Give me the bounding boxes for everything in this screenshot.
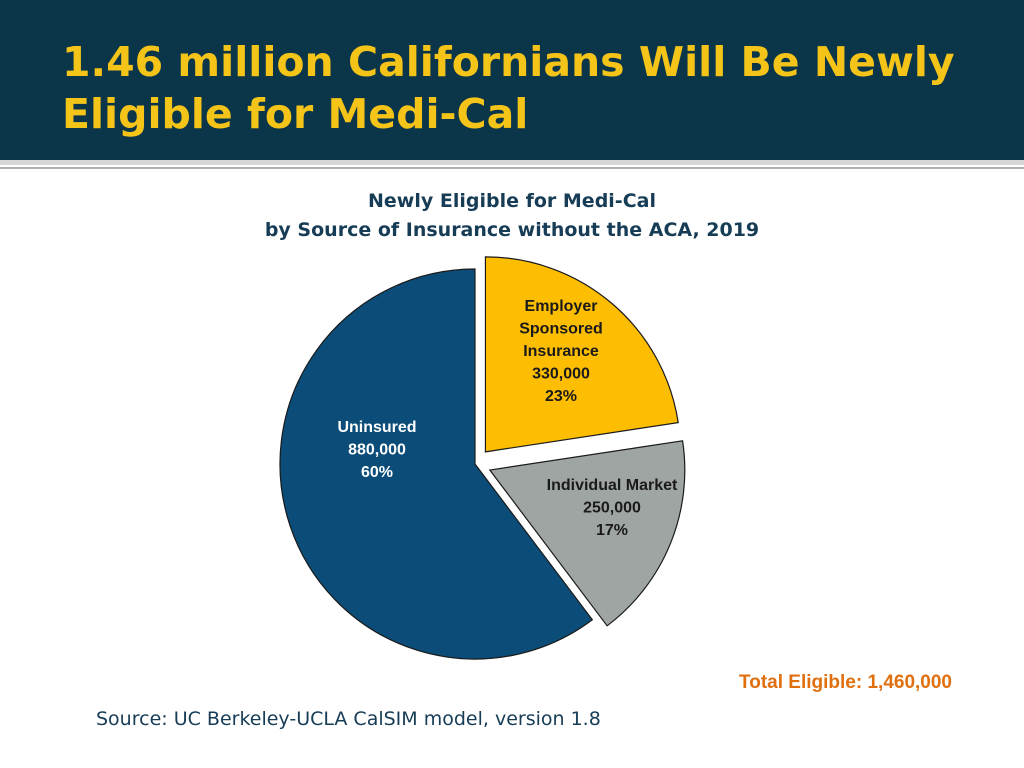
slice-data-label: 17%: [596, 522, 628, 539]
slice-data-label: Insurance: [523, 343, 599, 360]
chart-title: Newly Eligible for Medi-Cal by Source of…: [0, 187, 1024, 245]
slice-data-label: 60%: [361, 464, 393, 481]
chart-title-line-1: Newly Eligible for Medi-Cal: [368, 190, 656, 212]
title-divider-line: [0, 167, 1024, 169]
slice-data-label: 330,000: [532, 366, 590, 383]
title-divider: [0, 160, 1024, 165]
slice-data-label: 880,000: [348, 442, 406, 459]
slice-data-label: Uninsured: [337, 419, 416, 436]
chart-subtitle: by Source of Insurance without the ACA, …: [264, 219, 760, 241]
source-note: Source: UC Berkeley-UCLA CalSIM model, v…: [96, 708, 601, 730]
slice-data-label: Employer: [525, 298, 598, 315]
pie-slice-uninsured: [279, 268, 594, 660]
total-eligible-label: Total Eligible: 1,460,000: [739, 672, 952, 693]
slice-data-label: 250,000: [583, 500, 641, 517]
pie-slice-employer-sponsored-insurance: [484, 256, 679, 453]
pie-slice-individual-market: [488, 440, 686, 627]
slice-data-label: Individual Market: [547, 477, 678, 494]
title-bar: 1.46 million Californians Will Be Newly …: [0, 0, 1024, 160]
slice-data-label: 23%: [545, 388, 577, 405]
slice-data-label: Sponsored: [519, 321, 603, 338]
slide-title: 1.46 million Californians Will Be Newly …: [62, 38, 955, 138]
